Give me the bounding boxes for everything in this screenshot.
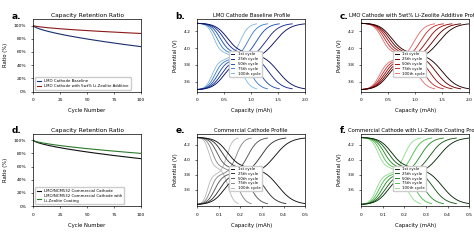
Legend: LMO/NCM532 Commercial Cathode, LMO/NCM532 Commercial Cathode with
Li-Zeolite Coa: LMO/NCM532 Commercial Cathode, LMO/NCM53…	[35, 187, 124, 204]
X-axis label: Capacity (mAh): Capacity (mAh)	[230, 108, 272, 113]
Legend: 1st cycle, 25th cycle, 50th cycle, 75th cycle, 100th cycle: 1st cycle, 25th cycle, 50th cycle, 75th …	[229, 166, 262, 191]
Legend: 1st cycle, 25th cycle, 50th cycle, 75th cycle, 100th cycle: 1st cycle, 25th cycle, 50th cycle, 75th …	[393, 166, 426, 191]
X-axis label: Cycle Number: Cycle Number	[68, 223, 106, 228]
Legend: 1st cycle, 25th cycle, 50th cycle, 75th cycle, 100th cycle: 1st cycle, 25th cycle, 50th cycle, 75th …	[229, 51, 262, 77]
Y-axis label: Ratio (%): Ratio (%)	[3, 158, 9, 182]
X-axis label: Capacity (mAh): Capacity (mAh)	[395, 108, 436, 113]
Legend: 1st cycle, 25th cycle, 50th cycle, 75th cycle, 100th cycle: 1st cycle, 25th cycle, 50th cycle, 75th …	[393, 51, 426, 77]
Y-axis label: Potential (V): Potential (V)	[173, 154, 178, 186]
Text: f.: f.	[340, 126, 346, 135]
Title: Capacity Retention Ratio: Capacity Retention Ratio	[51, 13, 124, 18]
Y-axis label: Potential (V): Potential (V)	[337, 154, 342, 186]
X-axis label: Cycle Number: Cycle Number	[68, 108, 106, 113]
Text: a.: a.	[11, 12, 21, 21]
Y-axis label: Potential (V): Potential (V)	[173, 39, 178, 72]
Text: c.: c.	[340, 12, 348, 21]
Title: LMO Cathode Baseline Profile: LMO Cathode Baseline Profile	[213, 13, 290, 18]
Text: b.: b.	[176, 12, 185, 21]
Title: Commercial Cathode Profile: Commercial Cathode Profile	[214, 128, 288, 132]
Title: Commercial Cathode with Li-Zeolite Coating Profile: Commercial Cathode with Li-Zeolite Coati…	[348, 128, 474, 132]
Title: Capacity Retention Ratio: Capacity Retention Ratio	[51, 128, 124, 132]
Legend: LMO Cathode Baseline, LMO Cathode with 5wt% Li-Zeolite Additive: LMO Cathode Baseline, LMO Cathode with 5…	[35, 77, 130, 90]
Title: LMO Cathode with 5wt% Li-Zeolite Additive Profile: LMO Cathode with 5wt% Li-Zeolite Additiv…	[349, 13, 474, 18]
Text: d.: d.	[11, 126, 21, 135]
Text: e.: e.	[176, 126, 185, 135]
X-axis label: Capacity (mAh): Capacity (mAh)	[230, 223, 272, 228]
Y-axis label: Ratio (%): Ratio (%)	[3, 43, 9, 67]
Y-axis label: Potential (V): Potential (V)	[337, 39, 342, 72]
X-axis label: Capacity (mAh): Capacity (mAh)	[395, 223, 436, 228]
